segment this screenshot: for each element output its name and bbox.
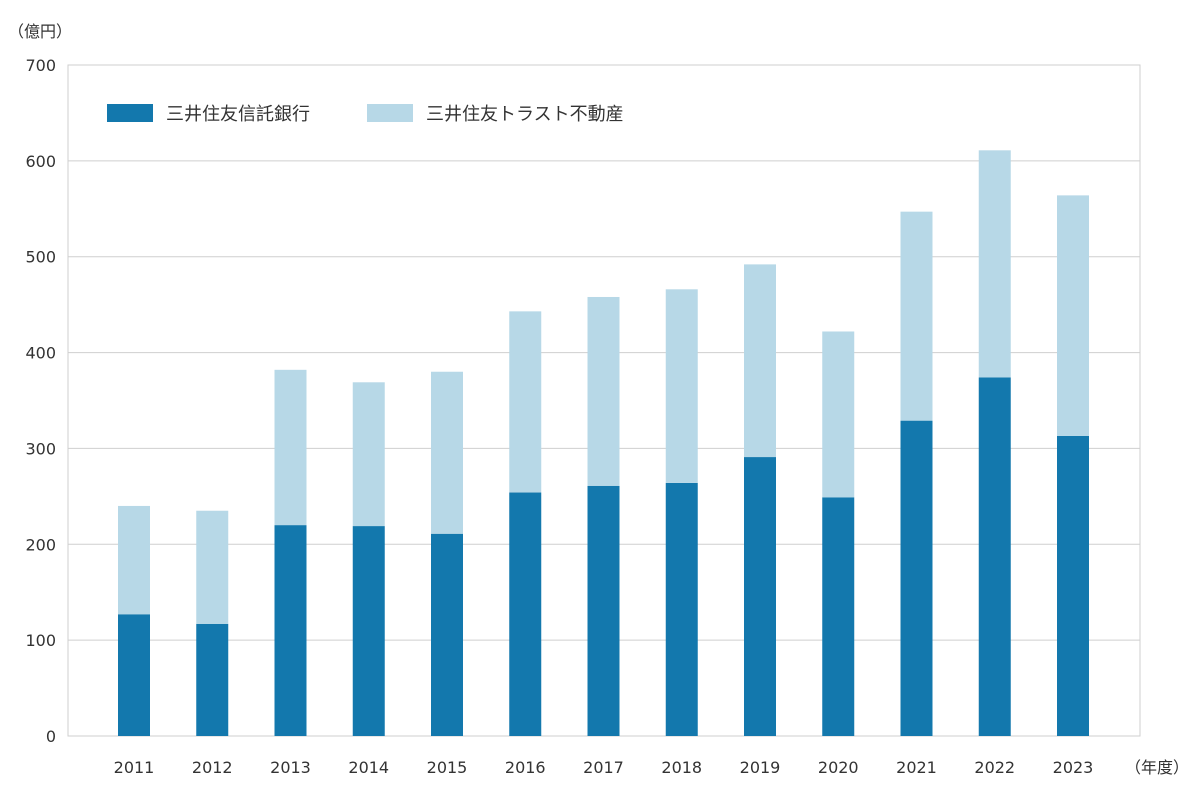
bar-2021-series-0 (900, 420, 933, 736)
x-tick-label: 2016 (505, 758, 546, 777)
gridlines (68, 160, 1140, 641)
x-tick-label: 2012 (192, 758, 233, 777)
bar-2022-series-0 (978, 377, 1011, 736)
bar-2016-series-1 (509, 311, 542, 493)
bar-2017-series-1 (587, 296, 620, 486)
bar-2013-series-0 (274, 525, 307, 736)
y-axis-ticks: 0 100 200 300 400 500 600 700 (25, 56, 56, 746)
bar-2022-series-1 (978, 150, 1011, 378)
bar-2016-series-0 (509, 492, 542, 736)
bar-2011-series-1 (118, 505, 150, 615)
bar-2012-series-0 (196, 623, 229, 736)
x-tick-label: 2023 (1053, 758, 1094, 777)
y-tick-label: 300 (25, 439, 56, 458)
x-tick-label: 2021 (896, 758, 937, 777)
x-tick-label: 2014 (348, 758, 389, 777)
bar-2013-series-1 (274, 369, 307, 526)
x-tick-label: 2013 (270, 758, 311, 777)
x-tick-label: 2017 (583, 758, 624, 777)
bar-2011-series-0 (118, 614, 150, 736)
bar-2021-series-1 (900, 211, 933, 421)
bar-2019-series-0 (744, 457, 776, 736)
bar-2017-series-0 (587, 485, 620, 736)
bar-2019-series-1 (744, 264, 776, 458)
x-tick-label: 2022 (974, 758, 1015, 777)
x-tick-label: 2020 (818, 758, 859, 777)
bar-2018-series-1 (665, 289, 698, 483)
y-tick-label: 100 (25, 631, 56, 650)
x-tick-label: 2018 (661, 758, 702, 777)
bar-2018-series-0 (665, 482, 698, 736)
bar-2012-series-1 (196, 510, 229, 624)
x-tick-label: 2011 (114, 758, 155, 777)
y-tick-label: 500 (25, 248, 56, 267)
bar-2015-series-0 (431, 533, 463, 736)
bars (118, 150, 1089, 736)
y-tick-label: 400 (25, 344, 56, 363)
y-tick-label: 0 (46, 727, 56, 746)
legend-label-sumitomo-trust-bank: 三井住友信託銀行 (166, 104, 310, 125)
legend-swatch-sumitomo-trust-bank (107, 104, 153, 122)
bar-2014-series-1 (352, 382, 385, 527)
bar-2015-series-1 (431, 371, 463, 534)
y-tick-label: 200 (25, 535, 56, 554)
x-axis-ticks: 2011 2012 2013 2014 2015 2016 2017 2018 2019 2020… (114, 758, 1094, 777)
y-axis-unit-label: （億円） (8, 22, 72, 41)
x-tick-label: 2019 (740, 758, 781, 777)
bar-2023-series-1 (1057, 195, 1089, 436)
bar-2014-series-0 (352, 526, 385, 736)
bar-2023-series-0 (1057, 435, 1089, 736)
legend-swatch-sumitomo-trust-realty (367, 104, 413, 122)
y-tick-label: 700 (25, 56, 56, 75)
legend-label-sumitomo-trust-realty: 三井住友トラスト不動産 (426, 104, 624, 125)
legend: 三井住友信託銀行 三井住友トラスト不動産 (107, 104, 624, 125)
x-axis-unit-label: （年度） (1125, 758, 1189, 777)
y-tick-label: 600 (25, 152, 56, 171)
bar-2020-series-0 (822, 497, 855, 736)
bar-2020-series-1 (822, 331, 855, 498)
x-tick-label: 2015 (427, 758, 468, 777)
